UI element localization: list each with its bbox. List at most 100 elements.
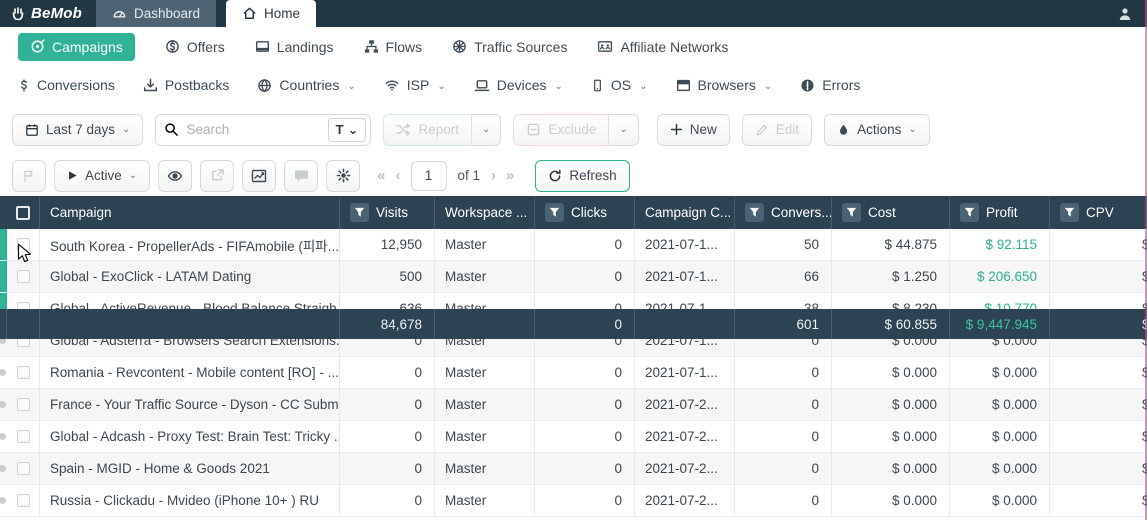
calendar-icon — [25, 123, 39, 137]
column-header-conversions[interactable]: Convers... — [735, 196, 832, 229]
settings-button[interactable] — [326, 159, 361, 192]
date-range-button[interactable]: Last 7 days ⌄ — [12, 113, 144, 146]
tab-home[interactable]: Home — [226, 0, 317, 27]
nav-item-browsers[interactable]: Browsers ⌄ — [676, 77, 772, 93]
nav-item-os[interactable]: OS ⌄ — [591, 77, 648, 93]
notes-button[interactable] — [284, 159, 319, 192]
row-checkbox-cell — [7, 357, 40, 388]
nav-item-label: OS — [610, 77, 632, 93]
column-header-workspace[interactable]: Workspace ... — [435, 196, 535, 229]
nav-item-offers[interactable]: Offers — [165, 39, 225, 55]
nav-item-postbacks[interactable]: Postbacks — [143, 77, 229, 93]
row-checkbox[interactable] — [16, 398, 30, 411]
flow-icon — [364, 39, 379, 54]
actions-button[interactable]: Actions ⌄ — [824, 113, 930, 146]
table-row[interactable]: South Korea - PropellerAds - FIFAmobile … — [0, 229, 1147, 261]
filter-button-conversions[interactable] — [745, 203, 764, 222]
status-dot-icon — [0, 401, 6, 408]
share-button[interactable] — [200, 159, 235, 192]
prev-page-button[interactable]: ‹ — [395, 167, 401, 184]
new-button[interactable]: New — [656, 113, 730, 146]
primary-nav: Campaigns Offers Landings Flows Traffic Sour… — [0, 27, 1147, 66]
edit-button[interactable]: Edit — [741, 113, 813, 146]
column-header-visits[interactable]: Visits — [340, 196, 435, 229]
exclude-button-label: Exclude — [548, 122, 597, 137]
filter-button-profit[interactable] — [960, 203, 979, 222]
cell-value: 0 — [811, 429, 819, 444]
tab-dashboard[interactable]: Dashboard — [96, 0, 217, 27]
table-row[interactable]: Global - Adcash - Proxy Test: Brain Test… — [0, 421, 1147, 453]
cell-value: 0 — [414, 397, 422, 412]
report-button[interactable]: Report — [383, 113, 472, 146]
cell-created: 2021-07-1... — [635, 261, 735, 292]
column-header-clicks[interactable]: Clicks — [535, 196, 635, 229]
first-page-button[interactable]: « — [377, 167, 386, 184]
cell-visits: 0 — [340, 389, 435, 420]
report-dropdown-button[interactable]: ⌄ — [471, 113, 502, 146]
column-header-label: Clicks — [571, 205, 607, 220]
status-filter-button[interactable]: Active ⌄ — [54, 159, 151, 192]
chart-view-button[interactable] — [242, 159, 277, 192]
nav-item-countries[interactable]: Countries ⌄ — [257, 77, 356, 93]
status-dot-icon — [0, 433, 6, 440]
row-checkbox[interactable] — [16, 430, 30, 443]
column-header-cost[interactable]: Cost — [832, 196, 950, 229]
row-checkbox[interactable] — [16, 462, 30, 475]
flag-button[interactable] — [12, 159, 46, 192]
status-filter-label: Active — [85, 168, 122, 183]
nav-item-campaigns[interactable]: Campaigns — [18, 32, 135, 61]
shuffle-icon — [396, 122, 411, 137]
columns-visibility-button[interactable] — [158, 159, 193, 192]
footer-total-value: 84,678 — [380, 316, 422, 332]
filter-button-cost[interactable] — [842, 203, 861, 222]
nav-item-flows[interactable]: Flows — [364, 38, 423, 55]
cell-clicks: 0 — [535, 325, 635, 356]
cell-value: 0 — [614, 365, 622, 380]
table-row[interactable]: France - Your Traffic Source - Dyson - C… — [0, 389, 1147, 421]
row-checkbox[interactable] — [16, 270, 30, 283]
nav-item-traffic-sources[interactable]: Traffic Sources — [452, 39, 567, 55]
nav-item-isp[interactable]: ISP ⌄ — [384, 77, 446, 93]
funnel-icon — [846, 207, 857, 218]
exclude-dropdown-button[interactable]: ⌄ — [609, 113, 639, 146]
chevron-down-icon: ⌄ — [122, 124, 131, 135]
nav-item-errors[interactable]: Errors — [800, 77, 860, 93]
search-type-filter-button[interactable]: T ⌄ — [327, 117, 367, 142]
nav-item-label: Flows — [385, 38, 423, 55]
column-header-campaign[interactable]: Campaign — [40, 196, 340, 229]
actions-button-label: Actions — [857, 122, 902, 137]
table-row[interactable]: Russia - Clickadu - Mvideo (iPhone 10+ )… — [0, 485, 1147, 517]
footer-total-workspace — [435, 309, 535, 339]
column-header-cpv[interactable]: CPV — [1050, 196, 1147, 229]
cell-clicks: 0 — [535, 293, 635, 324]
exclude-icon — [526, 122, 541, 137]
exclude-button[interactable]: Exclude — [513, 113, 610, 146]
cell-profit: $ 0.000 — [950, 357, 1050, 388]
row-checkbox[interactable] — [16, 494, 30, 507]
row-checkbox[interactable] — [16, 238, 30, 251]
cell-value: $ 0.000 — [991, 429, 1037, 444]
table-row[interactable]: Global - ExoClick - LATAM Dating 500 Maste… — [0, 261, 1147, 293]
cell-value: 0 — [614, 301, 622, 316]
filter-button-cpv[interactable] — [1060, 203, 1079, 222]
chevron-down-icon: ⌄ — [619, 124, 628, 135]
nav-item-devices[interactable]: Devices ⌄ — [474, 77, 563, 93]
nav-item-affiliate-networks[interactable]: Affiliate Networks — [597, 39, 728, 55]
last-page-button[interactable]: » — [506, 167, 515, 184]
column-header-created[interactable]: Campaign C...⌄ — [635, 196, 735, 229]
page-number-input[interactable] — [410, 160, 447, 191]
account-menu[interactable] — [1103, 0, 1147, 27]
nav-item-conversions[interactable]: Conversions — [18, 77, 115, 93]
table-row[interactable]: Romania - Revcontent - Mobile content [R… — [0, 357, 1147, 389]
filter-button-clicks[interactable] — [545, 203, 564, 222]
cell-profit: $ 0.000 — [950, 421, 1050, 452]
refresh-button[interactable]: Refresh — [535, 159, 630, 192]
select-all-checkbox[interactable] — [16, 205, 30, 220]
column-header-profit[interactable]: Profit — [950, 196, 1050, 229]
filter-button-visits[interactable] — [350, 203, 369, 222]
right-edge-line — [1145, 0, 1147, 520]
table-row[interactable]: Spain - MGID - Home & Goods 2021 0 Master 0… — [0, 453, 1147, 485]
row-checkbox[interactable] — [16, 366, 30, 379]
next-page-button[interactable]: › — [491, 167, 497, 184]
nav-item-landings[interactable]: Landings — [255, 39, 334, 55]
